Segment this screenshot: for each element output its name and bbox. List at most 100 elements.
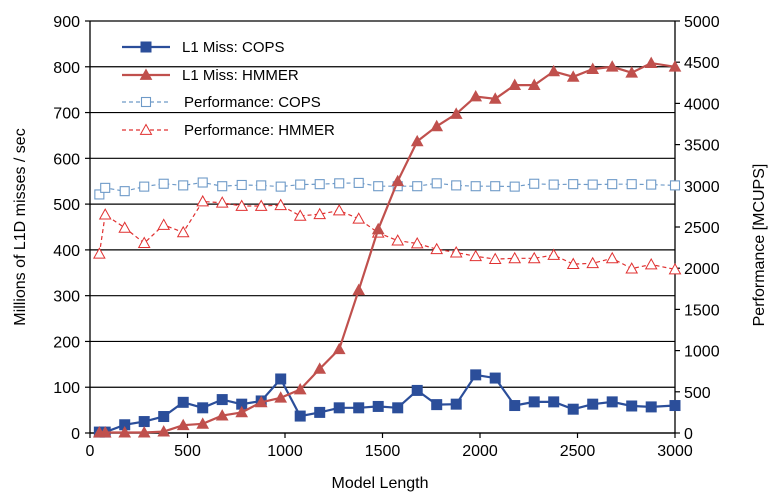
data-point <box>333 402 345 414</box>
data-point <box>235 199 249 211</box>
data-point <box>94 189 105 200</box>
data-point <box>587 179 598 190</box>
data-point <box>644 257 658 270</box>
plot-frame <box>85 20 680 438</box>
legend-marker <box>139 68 153 80</box>
data-point <box>430 242 444 255</box>
data-point <box>625 66 639 78</box>
data-point <box>431 399 443 411</box>
data-point <box>470 369 482 381</box>
data-point <box>586 62 600 74</box>
data-point <box>450 398 462 410</box>
tick-labels: 0 100 200 300 400 500 600 700 800 900 0 500 1000 1500… <box>53 14 719 460</box>
data-point <box>669 180 681 191</box>
data-point <box>490 181 501 192</box>
data-point <box>566 257 580 269</box>
data-point <box>334 178 345 189</box>
data-point <box>626 179 637 190</box>
y-tick-label: 200 <box>53 334 80 351</box>
data-point <box>470 181 481 192</box>
data-point <box>137 426 151 438</box>
legend-entry: L1 Miss: COPS <box>122 39 285 56</box>
data-point <box>275 373 287 385</box>
legend-label: Performance: COPS <box>184 94 321 111</box>
data-point <box>547 248 561 260</box>
data-point <box>488 92 502 104</box>
legend-marker <box>139 123 153 135</box>
data-point <box>605 60 619 72</box>
legend-marker <box>140 96 152 108</box>
data-point <box>293 209 307 221</box>
data-point <box>469 90 483 102</box>
data-point <box>118 221 132 233</box>
y2-tick-label: 5000 <box>684 14 720 31</box>
legend-marker <box>140 41 152 53</box>
legend-label: L1 Miss: COPS <box>182 39 285 56</box>
data-point <box>548 396 560 408</box>
y-tick-label: 0 <box>71 426 80 443</box>
data-point <box>669 400 681 412</box>
data-point <box>313 207 327 220</box>
data-point <box>391 174 405 187</box>
data-point <box>469 249 483 262</box>
y2-tick-label: 3500 <box>684 138 720 155</box>
data-point <box>668 262 682 275</box>
data-point <box>352 283 366 296</box>
data-point <box>314 406 326 418</box>
data-point <box>410 134 424 147</box>
y2-tick-label: 1000 <box>684 344 720 361</box>
data-point <box>607 179 618 190</box>
data-point <box>197 177 208 188</box>
y2-tick-label: 2500 <box>684 220 720 237</box>
data-point <box>254 395 268 408</box>
data-point <box>176 418 190 431</box>
legend-label: L1 Miss: HMMER <box>182 67 299 84</box>
y-tick-label: 700 <box>53 106 80 123</box>
data-point <box>451 180 462 191</box>
data-point <box>488 252 502 265</box>
x-axis-title: Model Length <box>332 475 429 492</box>
data-point <box>295 179 306 190</box>
data-point <box>529 178 540 189</box>
y2-tick-label: 4000 <box>684 96 720 113</box>
data-point <box>392 402 404 414</box>
x-tick-label: 2500 <box>560 443 596 460</box>
data-point <box>625 262 639 274</box>
data-point <box>217 181 228 192</box>
data-point <box>215 409 229 421</box>
data-point <box>412 181 423 192</box>
gridlines <box>90 20 675 434</box>
data-point <box>313 362 327 374</box>
data-point <box>100 182 111 193</box>
data-point <box>93 247 106 259</box>
data-point <box>646 179 657 190</box>
data-point <box>216 394 228 406</box>
y2-tick-label: 1500 <box>684 302 720 319</box>
data-point <box>119 186 130 197</box>
data-point <box>411 384 423 396</box>
data-point <box>118 426 132 438</box>
data-point <box>548 179 559 190</box>
data-point <box>410 236 424 249</box>
y-tick-label: 900 <box>53 14 80 31</box>
x-tick-label: 500 <box>174 443 201 460</box>
data-point <box>275 181 286 192</box>
legend-entry: Performance: COPS <box>122 94 321 111</box>
legend-entry: L1 Miss: HMMER <box>122 67 299 84</box>
data-point <box>215 196 229 208</box>
x-tick-label: 3000 <box>657 443 693 460</box>
data-point <box>353 402 365 414</box>
data-point <box>527 78 541 90</box>
x-tick-label: 1000 <box>267 443 303 460</box>
data-point <box>567 403 579 415</box>
data-point <box>352 212 366 224</box>
data-point <box>294 410 306 422</box>
data-point <box>138 416 150 428</box>
data-point <box>332 203 346 216</box>
data-point <box>177 396 189 408</box>
y-tick-label: 100 <box>53 380 80 397</box>
data-point <box>178 180 189 191</box>
data-point <box>236 179 247 191</box>
